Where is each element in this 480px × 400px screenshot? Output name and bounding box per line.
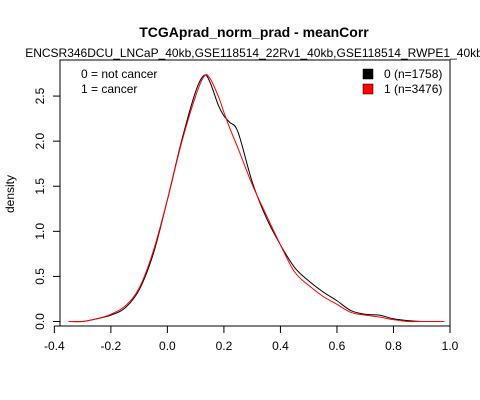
- x-tick-label: 0.2: [216, 339, 233, 353]
- x-tick-label: 0.8: [385, 339, 402, 353]
- annotation-line: 0 = not cancer: [81, 67, 157, 81]
- x-tick-label: 0.6: [329, 339, 346, 353]
- x-tick-label: 0.4: [272, 339, 289, 353]
- x-tick-label: 1.0: [442, 339, 459, 353]
- y-tick-label: 2.5: [33, 87, 47, 104]
- legend-swatch: [363, 69, 373, 79]
- legend-label: 1 (n=3476): [384, 82, 442, 96]
- annotation-line: 1 = cancer: [81, 82, 137, 96]
- legend-label: 0 (n=1758): [384, 67, 442, 81]
- y-tick-label: 1.5: [33, 178, 47, 195]
- chart-title: TCGAprad_norm_prad - meanCorr: [139, 24, 369, 40]
- y-tick-label: 1.0: [33, 223, 47, 240]
- x-tick-label: -0.4: [44, 339, 65, 353]
- chart-subtitle: ENCSR346DCU_LNCaP_40kb,GSE118514_22Rv1_4…: [25, 46, 480, 60]
- y-tick-label: 2.0: [33, 132, 47, 149]
- legend-swatch: [363, 84, 373, 94]
- y-tick-label: 0.5: [33, 268, 47, 285]
- x-tick-label: 0.0: [159, 339, 176, 353]
- y-axis-label: density: [3, 175, 17, 213]
- x-tick-label: -0.2: [101, 339, 122, 353]
- y-tick-label: 0.0: [33, 313, 47, 330]
